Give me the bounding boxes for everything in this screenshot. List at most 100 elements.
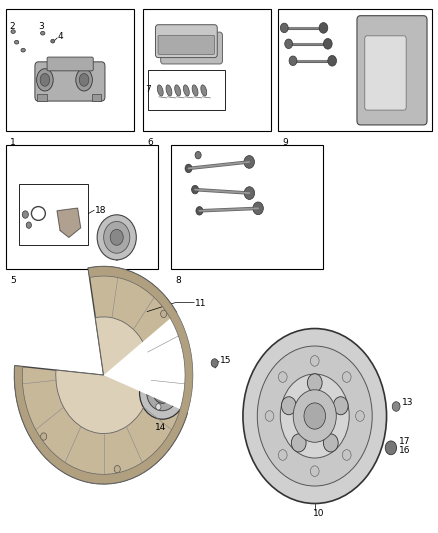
Bar <box>6 10 134 131</box>
Ellipse shape <box>110 229 123 245</box>
Circle shape <box>191 185 198 194</box>
Wedge shape <box>14 266 193 484</box>
Wedge shape <box>14 266 193 484</box>
Circle shape <box>279 372 287 382</box>
Text: 12: 12 <box>178 328 189 337</box>
Bar <box>92 94 102 101</box>
Bar <box>171 144 323 269</box>
Circle shape <box>280 23 288 33</box>
Ellipse shape <box>157 85 163 96</box>
Circle shape <box>323 434 338 452</box>
Circle shape <box>385 441 396 455</box>
Ellipse shape <box>37 69 53 91</box>
FancyBboxPatch shape <box>155 25 217 58</box>
Bar <box>143 10 271 131</box>
Ellipse shape <box>201 85 207 96</box>
Text: 11: 11 <box>195 299 207 308</box>
Bar <box>6 144 158 269</box>
Circle shape <box>114 465 120 473</box>
Wedge shape <box>104 310 197 414</box>
Circle shape <box>392 402 400 411</box>
Text: 7: 7 <box>145 85 151 94</box>
Circle shape <box>289 56 297 66</box>
Text: 1: 1 <box>10 138 16 147</box>
Text: 16: 16 <box>399 446 410 455</box>
Circle shape <box>319 22 328 33</box>
Circle shape <box>396 93 403 101</box>
Circle shape <box>22 211 28 218</box>
Circle shape <box>170 398 176 405</box>
Ellipse shape <box>104 221 130 253</box>
Ellipse shape <box>40 74 49 86</box>
Circle shape <box>367 39 374 48</box>
Bar <box>148 70 225 110</box>
Ellipse shape <box>76 69 92 91</box>
Circle shape <box>168 328 175 337</box>
Ellipse shape <box>184 85 189 96</box>
Text: 13: 13 <box>402 398 413 407</box>
Circle shape <box>367 93 374 101</box>
Text: 17: 17 <box>399 437 410 446</box>
Circle shape <box>41 433 47 440</box>
Circle shape <box>185 164 192 173</box>
Circle shape <box>170 381 176 387</box>
Text: 15: 15 <box>220 357 231 366</box>
FancyBboxPatch shape <box>158 35 215 54</box>
Circle shape <box>243 328 387 504</box>
Ellipse shape <box>140 366 185 419</box>
Circle shape <box>161 310 167 318</box>
Circle shape <box>307 374 322 392</box>
Circle shape <box>293 390 336 442</box>
Circle shape <box>257 346 372 486</box>
Text: 4: 4 <box>58 33 64 42</box>
FancyBboxPatch shape <box>161 32 223 64</box>
Ellipse shape <box>153 382 172 403</box>
Circle shape <box>323 38 332 49</box>
Ellipse shape <box>166 85 172 96</box>
Circle shape <box>156 403 161 410</box>
Bar <box>37 94 47 101</box>
FancyBboxPatch shape <box>365 36 406 110</box>
Circle shape <box>244 187 254 199</box>
Ellipse shape <box>41 31 45 35</box>
Ellipse shape <box>11 30 15 34</box>
Text: 14: 14 <box>155 423 166 432</box>
Circle shape <box>280 374 349 458</box>
Circle shape <box>195 151 201 159</box>
Ellipse shape <box>21 49 25 52</box>
Circle shape <box>279 450 287 461</box>
Polygon shape <box>57 208 81 237</box>
Text: 8: 8 <box>176 276 181 285</box>
Ellipse shape <box>175 85 180 96</box>
Ellipse shape <box>79 74 89 86</box>
Ellipse shape <box>51 39 55 43</box>
Circle shape <box>304 403 325 429</box>
Text: 6: 6 <box>147 138 153 147</box>
Circle shape <box>244 156 254 168</box>
Circle shape <box>291 434 306 452</box>
Circle shape <box>311 466 319 477</box>
Bar <box>278 10 432 131</box>
Circle shape <box>311 356 319 366</box>
Circle shape <box>343 450 351 461</box>
Circle shape <box>367 66 374 75</box>
Circle shape <box>396 66 403 75</box>
Bar <box>19 184 88 245</box>
Ellipse shape <box>147 375 178 411</box>
Circle shape <box>333 397 348 415</box>
Circle shape <box>285 39 293 49</box>
Circle shape <box>281 397 296 415</box>
Circle shape <box>156 375 161 382</box>
Circle shape <box>328 55 336 66</box>
Text: 2: 2 <box>9 22 15 31</box>
Circle shape <box>174 404 180 411</box>
Text: 9: 9 <box>282 138 288 147</box>
Circle shape <box>211 359 218 367</box>
Text: 5: 5 <box>10 276 16 285</box>
FancyBboxPatch shape <box>357 15 427 125</box>
Circle shape <box>343 372 351 382</box>
Circle shape <box>265 411 274 421</box>
Circle shape <box>396 39 403 48</box>
Circle shape <box>196 207 203 215</box>
Circle shape <box>356 411 364 421</box>
